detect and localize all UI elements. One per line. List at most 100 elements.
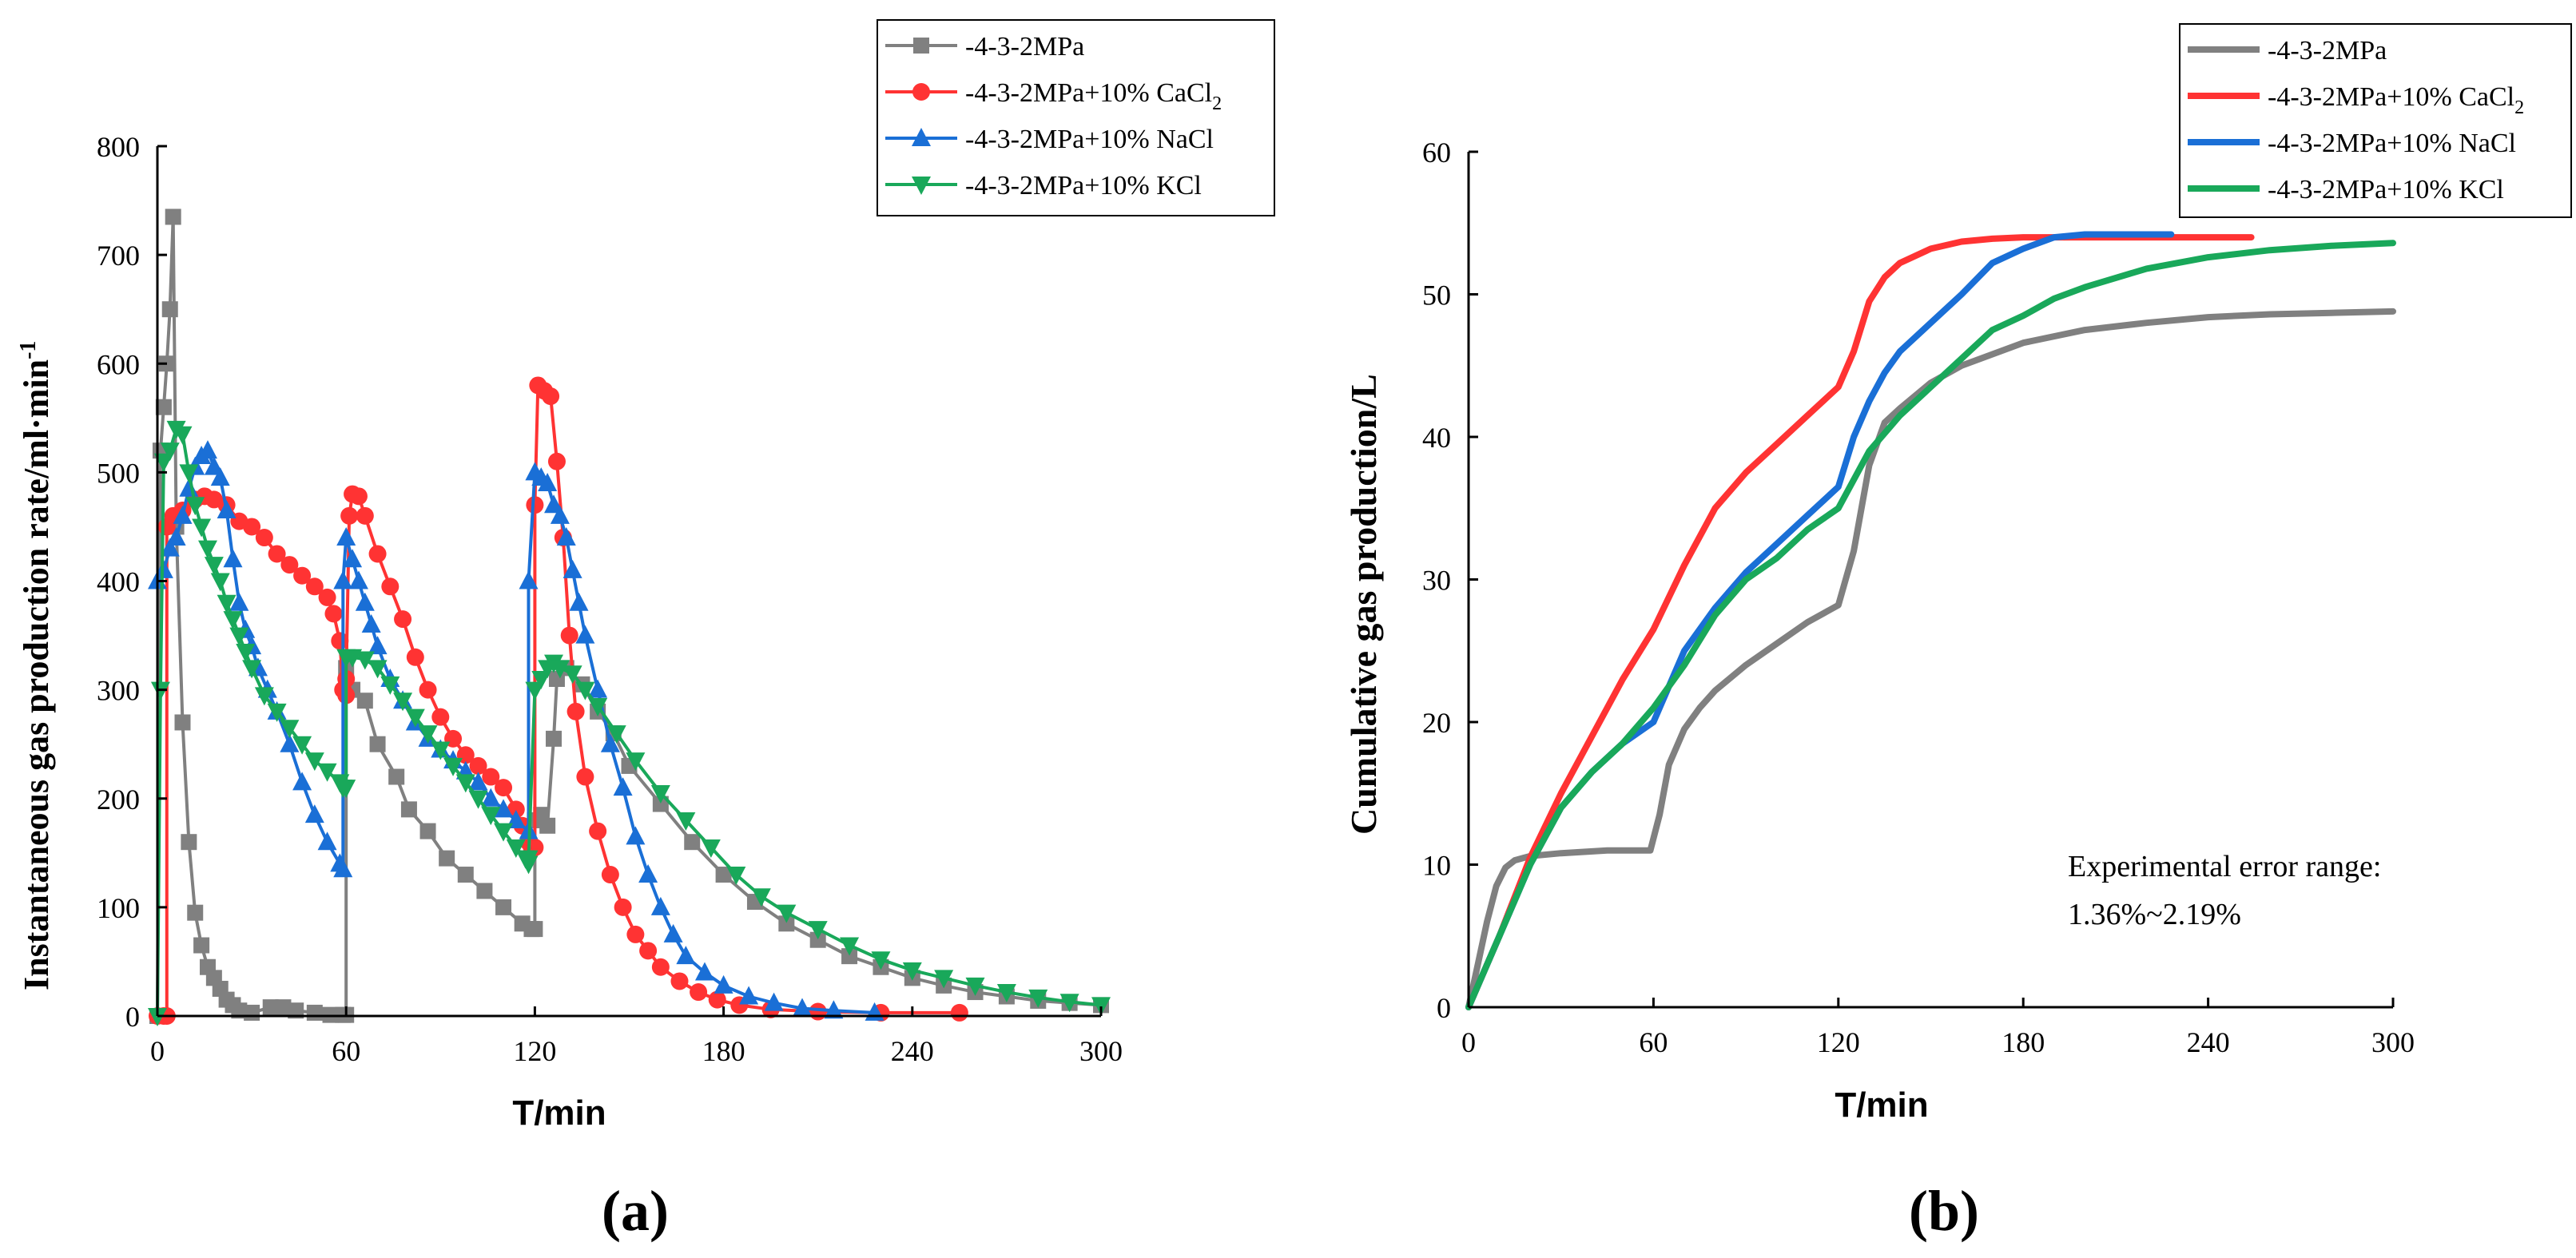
data-point-4-3-2mpa-10-nacl	[764, 992, 784, 1011]
data-point-4-3-2mpa-10-cacl2	[950, 1003, 968, 1022]
data-point-4-3-2mpa-10-cacl2	[690, 983, 708, 1002]
y-tick-label: 0	[125, 1001, 140, 1033]
data-point-4-3-2mpa-10-cacl2	[431, 708, 450, 726]
data-point-4-3-2mpa	[193, 937, 210, 954]
data-point-4-3-2mpa-10-kcl	[550, 660, 570, 679]
x-tick-label: 240	[891, 1035, 934, 1067]
y-axis-label-a-main: Instantaneous gas production rate/ml·min	[17, 359, 56, 990]
panel-label-a: (a)	[602, 1179, 669, 1243]
data-point-4-3-2mpa-10-kcl	[217, 594, 237, 613]
data-point-4-3-2mpa-10-nacl	[563, 559, 582, 578]
data-point-4-3-2mpa-10-kcl	[1091, 997, 1111, 1016]
data-point-4-3-2mpa-10-cacl2	[305, 577, 324, 596]
y-tick-label: 300	[97, 675, 140, 707]
data-point-4-3-2mpa-10-kcl	[393, 692, 413, 712]
series-4-3-2mpa-10-kcl	[1465, 240, 2396, 1010]
data-point-4-3-2mpa-10-kcl	[160, 442, 180, 462]
data-point-4-3-2mpa-10-kcl	[808, 921, 828, 940]
legend-label: -4-3-2MPa+10% KCl	[2268, 175, 2504, 204]
data-point-4-3-2mpa-10-nacl	[550, 505, 570, 524]
y-axis-label-a: Instantaneous gas production rate/ml·min…	[16, 341, 56, 990]
data-point-4-3-2mpa-10-kcl	[223, 611, 243, 630]
data-point-4-3-2mpa-10-nacl	[292, 772, 312, 791]
data-point-4-3-2mpa	[262, 999, 279, 1016]
data-point-4-3-2mpa-10-cacl2	[526, 496, 544, 514]
data-point-4-3-2mpa-10-kcl	[563, 665, 582, 685]
x-axis-label-b: T/min	[1835, 1085, 1928, 1125]
data-point-4-3-2mpa-10-kcl	[726, 867, 746, 886]
data-point-4-3-2mpa-10-nacl	[217, 500, 237, 519]
y-tick-label: 700	[97, 240, 140, 272]
data-point-4-3-2mpa-10-kcl	[468, 790, 488, 809]
data-point-4-3-2mpa-10-kcl	[229, 627, 249, 646]
data-point-4-3-2mpa-10-cacl2	[406, 648, 424, 666]
data-point-4-3-2mpa-10-nacl	[638, 864, 658, 883]
data-point-4-3-2mpa-10-cacl2	[280, 556, 299, 574]
x-tick-label: 0	[150, 1035, 165, 1067]
data-point-4-3-2mpa-10-kcl	[179, 464, 199, 483]
data-point-4-3-2mpa-10-kcl	[481, 807, 501, 826]
data-point-4-3-2mpa-10-nacl	[575, 625, 595, 644]
data-point-4-3-2mpa-10-nacl	[343, 549, 363, 568]
data-point-4-3-2mpa	[174, 714, 191, 731]
data-point-4-3-2mpa-10-nacl	[197, 440, 217, 459]
data-point-4-3-2mpa	[715, 867, 732, 883]
x-tick-labels-a: 0 60 120 180 240 300	[150, 1035, 1123, 1067]
y-tick-label: 500	[97, 457, 140, 489]
data-point-4-3-2mpa-10-kcl	[650, 784, 670, 804]
data-point-4-3-2mpa-10-kcl	[405, 708, 425, 728]
data-point-4-3-2mpa-10-kcl	[236, 643, 256, 662]
data-point-4-3-2mpa-10-kcl	[1059, 994, 1079, 1013]
data-point-4-3-2mpa-10-nacl	[663, 923, 683, 943]
data-point-4-3-2mpa	[181, 834, 197, 851]
data-point-4-3-2mpa-10-cacl2	[547, 452, 566, 470]
series-4-3-2mpa-10-cacl2	[1465, 234, 2255, 1010]
data-point-4-3-2mpa-10-kcl	[304, 752, 324, 772]
data-point-4-3-2mpa-10-kcl	[336, 780, 356, 799]
x-tick-labels-b: 0 60 120 180 240 300	[1461, 1026, 2415, 1058]
error-range-annotation-line-1: Experimental error range:	[2068, 850, 2381, 883]
data-point-4-3-2mpa-10-kcl	[317, 763, 337, 782]
legend-a: -4-3-2MPa -4-3-2MPa+10% CaCl2 -4-3-2MPa+10…	[877, 19, 1275, 216]
data-point-4-3-2mpa	[155, 399, 172, 415]
axes-b	[1467, 150, 2395, 1009]
data-point-4-3-2mpa	[388, 768, 405, 785]
series-line-4-3-2mpa-10-kcl	[156, 427, 1103, 1018]
y-axis-label-a-superscript: -1	[16, 341, 41, 359]
x-tick-label: 240	[2187, 1026, 2230, 1058]
data-point-4-3-2mpa-10-kcl	[519, 850, 539, 869]
data-point-4-3-2mpa	[231, 1002, 248, 1019]
data-point-4-3-2mpa-10-nacl	[368, 636, 388, 655]
data-point-4-3-2mpa-10-nacl	[333, 859, 353, 878]
data-point-4-3-2mpa-10-nacl	[223, 549, 243, 568]
panel-label-b: (b)	[1909, 1179, 1979, 1243]
data-point-4-3-2mpa	[356, 692, 373, 709]
y-tick-label: 50	[1422, 280, 1451, 312]
data-point-4-3-2mpa-10-kcl	[701, 839, 721, 859]
data-point-4-3-2mpa-10-nacl	[210, 467, 230, 486]
legend-item: -4-3-2MPa+10% CaCl2	[2188, 82, 2524, 118]
y-tick-label: 800	[97, 131, 140, 163]
data-point-4-3-2mpa-10-cacl2	[368, 545, 387, 563]
y-tick-label: 40	[1422, 422, 1451, 454]
legend-item: -4-3-2MPa	[885, 32, 1084, 62]
data-point-4-3-2mpa	[809, 931, 826, 948]
data-point-4-3-2mpa-10-cacl2	[318, 588, 336, 606]
data-point-4-3-2mpa-10-nacl	[333, 570, 353, 589]
data-point-4-3-2mpa-10-cacl2	[482, 768, 500, 786]
data-point-4-3-2mpa-10-kcl	[443, 757, 463, 776]
data-point-4-3-2mpa-10-kcl	[902, 962, 922, 981]
data-point-4-3-2mpa-10-cacl2	[469, 756, 487, 775]
data-point-4-3-2mpa-10-nacl	[626, 826, 646, 845]
x-tick-label: 300	[2371, 1026, 2415, 1058]
data-point-4-3-2mpa-10-kcl	[173, 426, 193, 445]
data-point-4-3-2mpa-10-cacl2	[381, 577, 400, 596]
data-point-4-3-2mpa	[165, 208, 181, 225]
data-point-4-3-2mpa-10-cacl2	[809, 1002, 827, 1021]
series-4-3-2mpa	[1465, 308, 2396, 1010]
data-point-4-3-2mpa-10-nacl	[468, 772, 488, 791]
data-point-4-3-2mpa-10-cacl2	[566, 702, 585, 720]
data-point-4-3-2mpa-10-kcl	[418, 725, 438, 744]
data-point-4-3-2mpa-10-nacl	[336, 527, 356, 546]
data-point-4-3-2mpa-10-nacl	[714, 974, 733, 994]
